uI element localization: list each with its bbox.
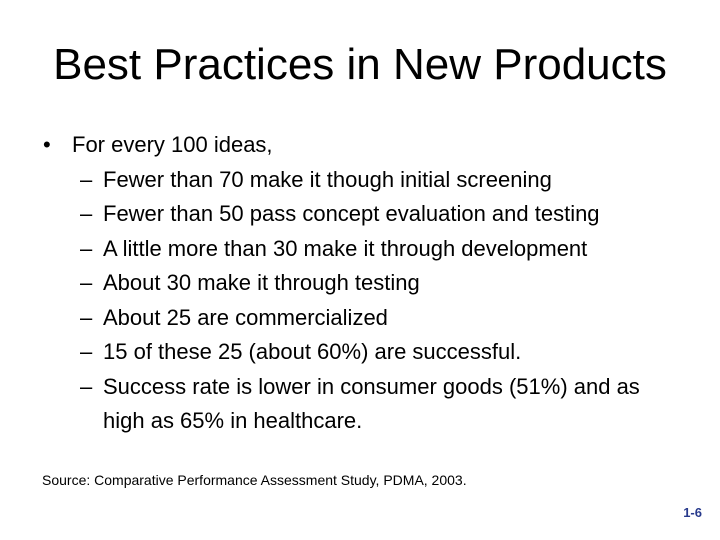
- sub-bullet-text: Fewer than 50 pass concept evaluation an…: [103, 201, 600, 226]
- sub-bullet-row: – 15 of these 25 (about 60%) are success…: [80, 335, 663, 370]
- sub-bullet-text: About 30 make it through testing: [103, 270, 420, 295]
- dash-marker-icon: –: [80, 235, 93, 261]
- bullet-list: • For every 100 ideas, – Fewer than 70 m…: [43, 128, 663, 439]
- slide-title: Best Practices in New Products: [53, 40, 667, 89]
- lead-bullet-row: • For every 100 ideas,: [43, 128, 663, 163]
- sub-bullet-row: – Fewer than 50 pass concept evaluation …: [80, 197, 663, 232]
- sub-bullet-row: – About 25 are commercialized: [80, 301, 663, 336]
- sub-bullet-row: – Success rate is lower in consumer good…: [80, 370, 663, 439]
- sub-bullet-text: Fewer than 70 make it though initial scr…: [103, 166, 552, 192]
- dash-marker-icon: –: [80, 339, 93, 364]
- sub-bullet-text: A little more than 30 make it through de…: [103, 235, 588, 261]
- dash-marker-icon: –: [80, 373, 93, 399]
- dash-marker-icon: –: [80, 270, 93, 295]
- source-note: Source: Comparative Performance Assessme…: [42, 472, 467, 488]
- dash-marker-icon: –: [80, 201, 93, 226]
- sub-bullet-row: – Fewer than 70 make it though initial s…: [80, 163, 663, 198]
- sub-bullet-text: Success rate is lower in consumer goods …: [103, 373, 640, 434]
- dash-marker-icon: –: [80, 166, 93, 192]
- sub-bullet-row: – A little more than 30 make it through …: [80, 232, 663, 267]
- lead-bullet-text: For every 100 ideas,: [72, 132, 273, 157]
- sub-bullet-text: About 25 are commercialized: [103, 304, 388, 330]
- page-number: 1-6: [683, 505, 702, 520]
- sub-bullet-text: 15 of these 25 (about 60%) are successfu…: [103, 339, 522, 364]
- sub-bullet-row: – About 30 make it through testing: [80, 266, 663, 301]
- bullet-marker-icon: •: [43, 132, 51, 157]
- dash-marker-icon: –: [80, 304, 93, 330]
